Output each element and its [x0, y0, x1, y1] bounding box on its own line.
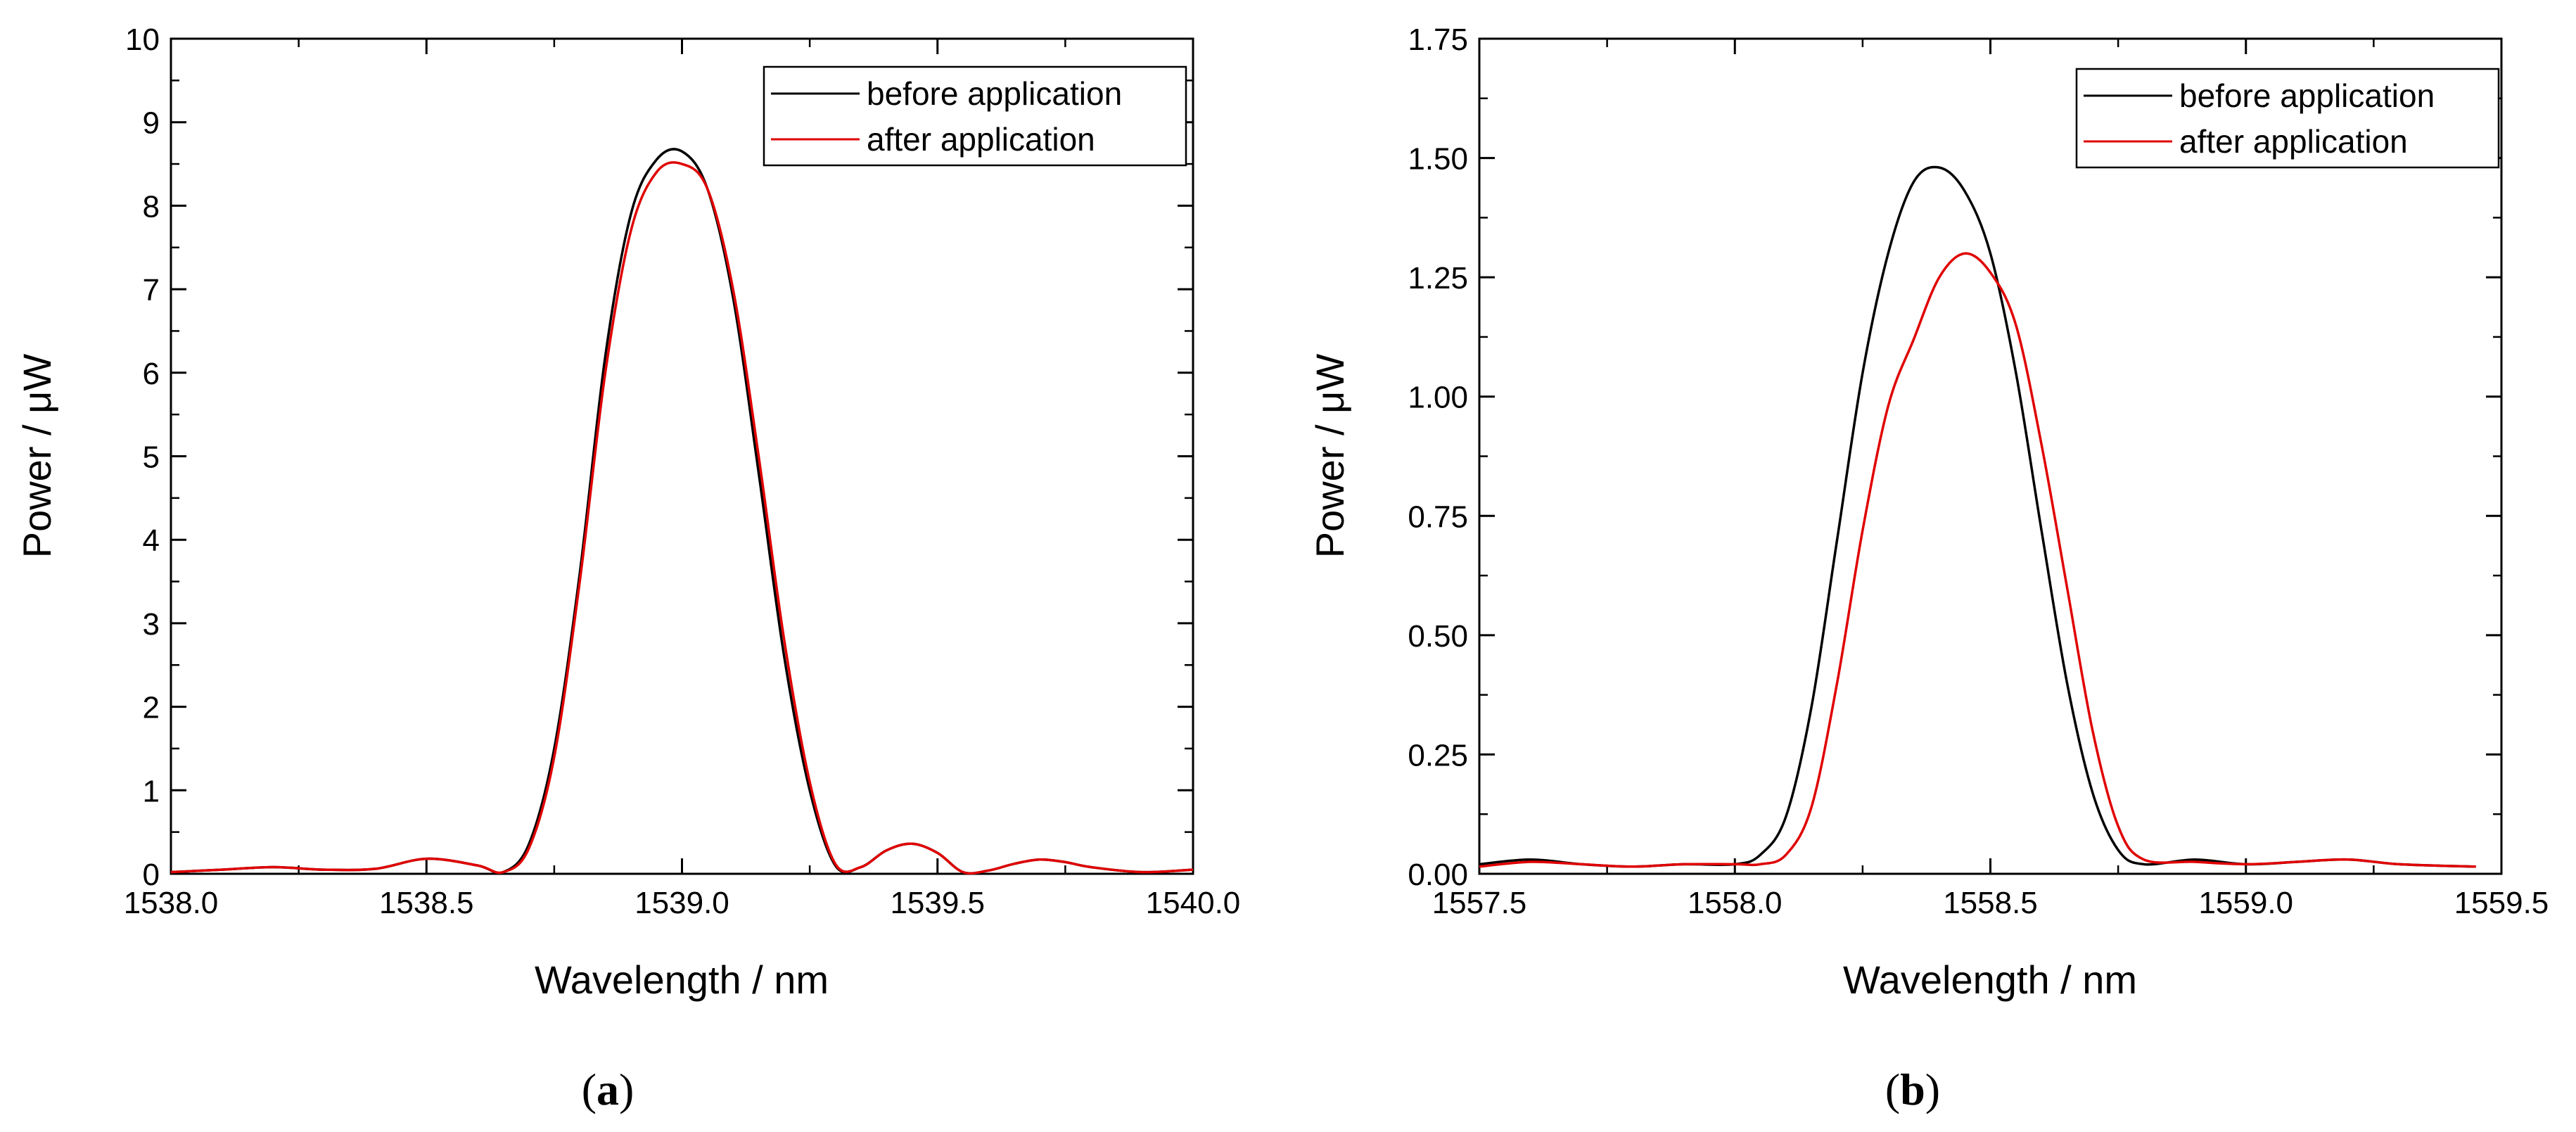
- panel-b-y-tick-label: 1.75: [1408, 23, 1468, 57]
- panel-b-y-tick-label: 0.75: [1408, 500, 1468, 534]
- panel-a-x-axis-label: Wavelength / nm: [535, 958, 829, 1002]
- panel-b-series-after-application-line: [1479, 252, 2476, 868]
- panel-b-series: [1479, 165, 2476, 868]
- panel-a-caption-close: ): [619, 1064, 634, 1114]
- panel-b-y-tick-label: 1.00: [1408, 381, 1468, 415]
- panel-b-x-tick-label: 1559.5: [2454, 886, 2549, 920]
- panel-b-legend-label-after: after application: [2179, 123, 2408, 160]
- panel-a-y-tick-label: 1: [143, 774, 160, 808]
- panel-b-chart: 1557.5 1558.0 1558.5 1559.0 1559.5 0.00 0.25 0.…: [1308, 23, 2549, 1114]
- panel-a-y-tick-label: 5: [143, 440, 160, 475]
- panel-b-x-axis-label: Wavelength / nm: [1843, 958, 2137, 1002]
- panel-b-caption-letter: b: [1900, 1064, 1925, 1114]
- panel-b-caption: (b): [1885, 1064, 1940, 1114]
- panel-a-x-tick-label: 1539.0: [635, 886, 729, 920]
- panel-b-x-tick-label: 1559.0: [2198, 886, 2293, 920]
- panel-a-legend: before application after application: [763, 65, 1187, 167]
- panel-b-legend: before application after application: [2075, 68, 2500, 169]
- panel-a-caption: (a): [582, 1064, 635, 1114]
- panel-b-legend-box: [2075, 68, 2500, 169]
- panel-a-chart: 1538.0 1538.5 1539.0 1539.5 1540.0 0 1 2 3 4 5 6 7 8 9…: [15, 23, 1240, 1114]
- panel-a-x-tick-label: 1538.5: [379, 886, 474, 920]
- panel-b-caption-close: ): [1925, 1064, 1940, 1114]
- panel-b-x-tick-label: 1558.0: [1688, 886, 1783, 920]
- panel-a-y-tick-label: 4: [143, 523, 160, 558]
- panel-b-y-tick-label: 1.50: [1408, 142, 1468, 177]
- panel-a-y-tick-label: 10: [125, 23, 160, 57]
- panel-b-y-tick-label: 0.50: [1408, 619, 1468, 654]
- panel-a-series-before-application-line: [170, 148, 1194, 875]
- panel-a-y-tick-label: 9: [143, 106, 160, 141]
- panel-a-x-tick-label: 1540.0: [1146, 886, 1241, 920]
- panel-a-legend-label-after: after application: [867, 121, 1095, 158]
- panel-b-x-tick-label: 1558.5: [1943, 886, 2038, 920]
- panel-b-caption-open: (: [1885, 1064, 1900, 1114]
- panel-a-ticks: 1538.0 1538.5 1539.0 1539.5 1540.0 0 1 2 3 4 5 6 7 8 9…: [124, 23, 1241, 920]
- panel-a-legend-box: [763, 65, 1187, 167]
- panel-a-y-tick-label: 3: [143, 607, 160, 642]
- panel-a-y-axis-label: Power / μW: [15, 354, 59, 559]
- panel-a-caption-letter: a: [597, 1064, 619, 1114]
- panel-b-series-before-application-line: [1479, 165, 2476, 868]
- panel-a-x-tick-label: 1538.0: [124, 886, 219, 920]
- panel-a-series: [170, 148, 1194, 875]
- panel-b-y-axis-label: Power / μW: [1308, 354, 1352, 559]
- panel-b-y-tick-label: 0.25: [1408, 738, 1468, 772]
- panel-a-y-tick-label: 7: [143, 273, 160, 307]
- panel-a-series-after-application-line: [170, 161, 1194, 875]
- panel-a-legend-label-before: before application: [867, 75, 1122, 112]
- panel-b-y-tick-label: 0.00: [1408, 858, 1468, 892]
- panel-a-y-tick-label: 6: [143, 357, 160, 391]
- panel-a-x-tick-label: 1539.5: [890, 886, 985, 920]
- panel-b-y-tick-label: 1.25: [1408, 261, 1468, 295]
- panel-a-caption-open: (: [582, 1064, 597, 1114]
- panel-a-y-tick-label: 8: [143, 189, 160, 224]
- panel-a-y-tick-label: 2: [143, 691, 160, 725]
- panel-b-legend-label-before: before application: [2179, 77, 2435, 114]
- panel-b-ticks: 1557.5 1558.0 1558.5 1559.0 1559.5 0.00 0.25 0.…: [1408, 23, 2549, 920]
- panel-b-x-tick-label: 1557.5: [1432, 886, 1527, 920]
- panel-a-y-tick-label: 0: [143, 858, 160, 892]
